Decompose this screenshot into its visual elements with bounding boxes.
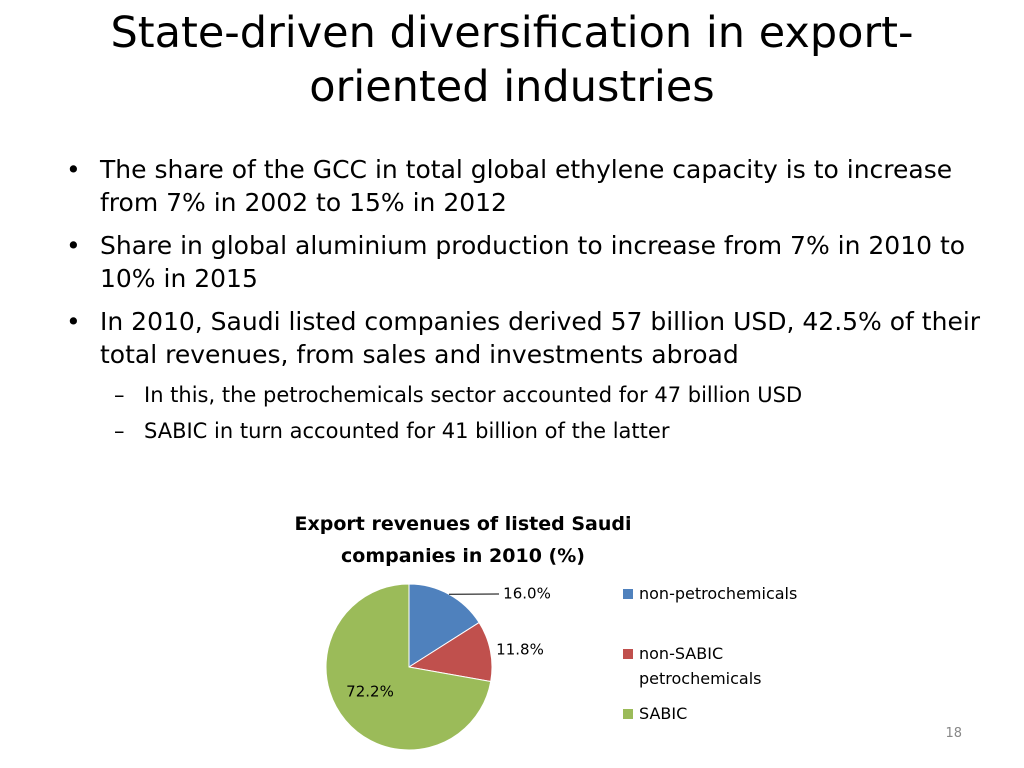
- sub-bullet: In this, the petrochemicals sector accou…: [100, 381, 996, 409]
- page-number: 18: [945, 726, 962, 741]
- chart-title: Export revenues of listed Saudi companie…: [294, 513, 632, 567]
- data-label: 11.8%: [496, 641, 544, 659]
- legend-entry: SABIC: [623, 701, 839, 726]
- bullet: In 2010, Saudi listed companies derived …: [66, 305, 996, 371]
- legend-entry: non-SABIC petrochemicals: [623, 641, 839, 691]
- legend-swatch: [623, 649, 633, 659]
- legend-label: non-petrochemicals: [639, 584, 798, 603]
- bullet: The share of the GCC in total global eth…: [66, 153, 996, 219]
- sub-bullet: SABIC in turn accounted for 41 billion o…: [100, 417, 996, 445]
- bullet: Share in global aluminium production to …: [66, 229, 996, 295]
- legend-label: SABIC: [639, 704, 688, 723]
- data-label: 16.0%: [503, 585, 551, 603]
- legend-swatch: [623, 709, 633, 719]
- slide-title: State-driven diversification in export-o…: [110, 8, 914, 112]
- pie-slice: [407, 621, 493, 683]
- legend-label: non-SABIC petrochemicals: [639, 644, 762, 688]
- pie-slice: [408, 583, 480, 668]
- pie-slice: [325, 583, 492, 751]
- data-label: 72.2%: [346, 683, 394, 701]
- legend-entry: non-petrochemicals: [623, 581, 839, 606]
- legend-swatch: [623, 589, 633, 599]
- bullet-list: The share of the GCC in total global eth…: [66, 153, 996, 453]
